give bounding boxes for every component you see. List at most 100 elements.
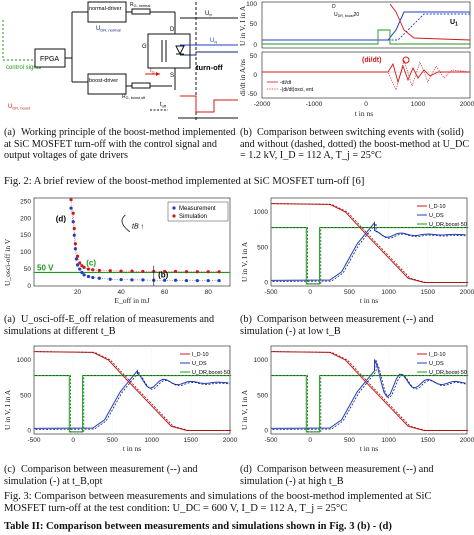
x-tick-label: 20 [74, 289, 82, 296]
fpga-label: FPGA [40, 56, 59, 63]
svg-text:-2000: -2000 [254, 101, 271, 108]
x-tick-label: 80 [205, 289, 213, 296]
svg-text:-50: -50 [248, 91, 258, 98]
x-tick-label: 0 [308, 289, 312, 296]
x-tick-label: 1000 [144, 437, 159, 444]
svg-text:UDR, boost20: UDR, boost20 [334, 12, 359, 18]
udr-meas [272, 375, 469, 433]
turnoff-label: turn-off [196, 63, 223, 72]
legend-label: U_DR,boost·50 [429, 370, 467, 376]
x-axis-label: E_off in mJ [114, 296, 149, 305]
uds-meas [272, 360, 468, 430]
threshold-label: 50 V [37, 263, 54, 272]
data-point [184, 270, 189, 274]
data-point [91, 268, 95, 272]
svg-text:100: 100 [246, 1, 257, 8]
data-point [173, 278, 178, 282]
fig3d-chart: 0 500 1000 -500 0 500 1000 1500 2000 t in ns U in … [240, 345, 474, 453]
data-point [163, 278, 167, 282]
x-tick-label: 2000 [460, 437, 474, 444]
legend-marker [172, 214, 176, 218]
svg-text:0: 0 [253, 42, 257, 49]
data-point [82, 265, 86, 269]
x-tick-label: 1500 [184, 437, 199, 444]
id-sim [33, 351, 230, 431]
data-point [69, 198, 73, 202]
fig3c-caption: (c) Comparison between measurement (--) a… [4, 464, 198, 487]
svg-text:D: D [332, 4, 336, 10]
data-point [73, 242, 77, 246]
uds-meas [35, 370, 231, 430]
data-point [130, 269, 134, 273]
data-point [69, 206, 73, 210]
y-tick-label: 0 [27, 427, 31, 434]
data-point [206, 278, 210, 283]
legend-label: U_DR,boost·50 [192, 370, 230, 376]
data-point [130, 278, 134, 282]
fig3c-chart: 0 500 1000 -500 0 500 1000 1500 2000 t in ns U in … [3, 345, 237, 453]
legend-label: Measurement [179, 206, 216, 212]
uds-sim [33, 369, 229, 429]
x-tick-label: 1000 [381, 289, 396, 296]
uds-sim [270, 221, 466, 281]
y-tick-label: 200 [20, 215, 31, 222]
data-point [80, 270, 84, 275]
y-tick-label: 1000 [254, 357, 269, 364]
fig2a-schematic: control signal FPGA normal-driver boost-… [2, 1, 238, 122]
svg-text:50: 50 [250, 53, 258, 60]
fig3a-caption: (a) U_osci-off-E_off relation of measurem… [4, 314, 215, 337]
svg-text:1000: 1000 [411, 101, 426, 108]
data-point [78, 267, 82, 271]
data-point [86, 267, 91, 271]
legend-label: U_DS [429, 361, 444, 367]
legend-marker [172, 206, 176, 210]
legend-label: U_DR,boost·50 [429, 222, 467, 228]
uds-sim [270, 359, 466, 429]
y-tick-label: 0 [264, 427, 268, 434]
data-point [206, 270, 210, 274]
svg-text:RG, boost,off: RG, boost,off [122, 94, 146, 100]
svg-text:U1: U1 [450, 19, 458, 28]
annotation-arrow [121, 214, 131, 233]
x-tick-label: -500 [264, 437, 277, 444]
gate-label: G [142, 44, 147, 50]
udr-sim [34, 375, 230, 433]
x-tick-label: 0 [308, 437, 312, 444]
fig3d-caption: (d) Comparison between measurement (--) a… [240, 464, 434, 487]
data-point [75, 263, 80, 267]
svg-text:RG, normal: RG, normal [130, 2, 150, 8]
x-tick-label: 1000 [381, 437, 396, 444]
data-point [97, 268, 101, 273]
fig3b-caption: (b) Comparison between measurement (--) a… [240, 314, 434, 337]
y-axis-label: U_osci-off in V [3, 238, 12, 286]
plot-frame [33, 197, 231, 287]
legend-label: Simulation [179, 214, 207, 220]
x-axis-label: t in ns [360, 296, 378, 305]
data-point [78, 261, 82, 265]
data-point [184, 278, 189, 283]
x-tick-label: 60 [161, 289, 169, 296]
data-point [141, 278, 145, 282]
data-point [195, 278, 199, 283]
x-tick-label: -500 [27, 437, 40, 444]
legend-box [167, 201, 229, 222]
x-tick-label: -500 [264, 289, 277, 296]
data-point [82, 273, 86, 277]
annotation-c: (c) [86, 259, 96, 268]
y-axis-label: U in V, I in A [240, 389, 249, 430]
svg-text:IG: IG [150, 68, 155, 75]
data-point [72, 233, 76, 237]
control-signal-label: control signal [6, 65, 41, 71]
svg-text:t in ns: t in ns [355, 109, 373, 118]
svg-text:-di/dt: -di/dt [280, 80, 292, 86]
footer-partial: Table II: Comparison between measurement… [4, 521, 392, 532]
x-tick-label: 2000 [460, 289, 474, 296]
y-tick-label: 50 [24, 266, 32, 273]
y-axis-label: U in V, I in A [240, 241, 249, 282]
data-point [86, 274, 91, 279]
udr-meas [272, 227, 469, 285]
fig3-title-line1: Fig. 3: Comparison between measurements … [4, 491, 432, 502]
data-point [71, 220, 75, 224]
series-line [70, 208, 220, 281]
x-tick-label: 1500 [421, 289, 436, 296]
